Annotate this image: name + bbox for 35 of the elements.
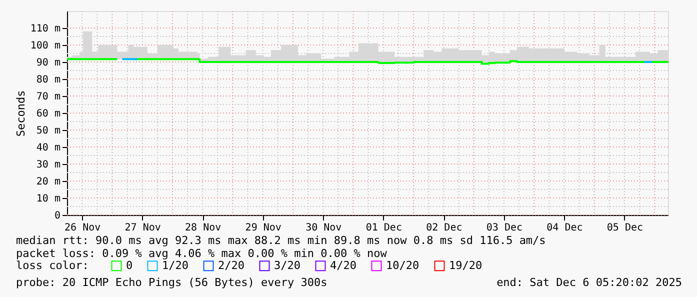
x-tick-label: 01 Dec xyxy=(366,222,402,234)
x-tick-label: 02 Dec xyxy=(426,222,462,234)
x-tick-label: 26 Nov xyxy=(64,222,101,234)
x-tick-label: 04 Dec xyxy=(546,222,583,234)
y-tick-label: 30 m xyxy=(36,160,60,170)
y-tick-label: 50 m xyxy=(36,126,60,136)
x-tick-label: 30 Nov xyxy=(306,222,342,234)
legend-label: 2/20 xyxy=(218,258,244,272)
y-axis-title: Seconds xyxy=(14,90,28,137)
legend-label: 0 xyxy=(126,258,133,272)
y-tick-label: 10 m xyxy=(36,194,60,204)
legend-label: 1/20 xyxy=(162,258,188,272)
y-tick-label: 100 m xyxy=(30,40,60,52)
x-tick-label: 29 Nov xyxy=(245,222,282,234)
text: end: Sat Dec 6 05:20:02 2025 xyxy=(496,276,682,289)
y-tick-label: 40 m xyxy=(36,142,60,154)
y-tick-label: 70 m xyxy=(36,92,60,102)
x-tick-label: 03 Dec xyxy=(486,222,522,234)
y-tick-label: 20 m xyxy=(36,176,60,188)
y-tick-label: 80 m xyxy=(36,74,60,86)
x-tick-label: 28 Nov xyxy=(185,222,222,234)
text: median rtt: 90.0 ms avg 92.3 ms max 88.2 ms min 89.8 ms now 0.8 ms sd 116.5 am/s xyxy=(16,234,546,247)
text: packet loss: 0.09 % avg 4.06 % max 0.00 % min 0.00 % now xyxy=(16,247,388,260)
x-tick-label: 05 Dec xyxy=(606,222,644,234)
x-tick-label: 27 Nov xyxy=(124,222,161,234)
legend-label: 4/20 xyxy=(330,258,356,272)
legend-label: 10/20 xyxy=(386,258,420,272)
legend-label: 3/20 xyxy=(274,258,300,272)
legend-title: loss color: xyxy=(16,259,89,272)
legend-label: 19/20 xyxy=(449,258,482,272)
y-tick-label: 60 m xyxy=(36,108,60,120)
text: probe: 20 ICMP Echo Pings (56 Bytes) every 300s xyxy=(16,276,328,289)
y-tick-label: 0 xyxy=(54,210,60,222)
y-tick-label: 90 m xyxy=(36,58,60,68)
y-tick-label: 110 m xyxy=(30,24,60,34)
